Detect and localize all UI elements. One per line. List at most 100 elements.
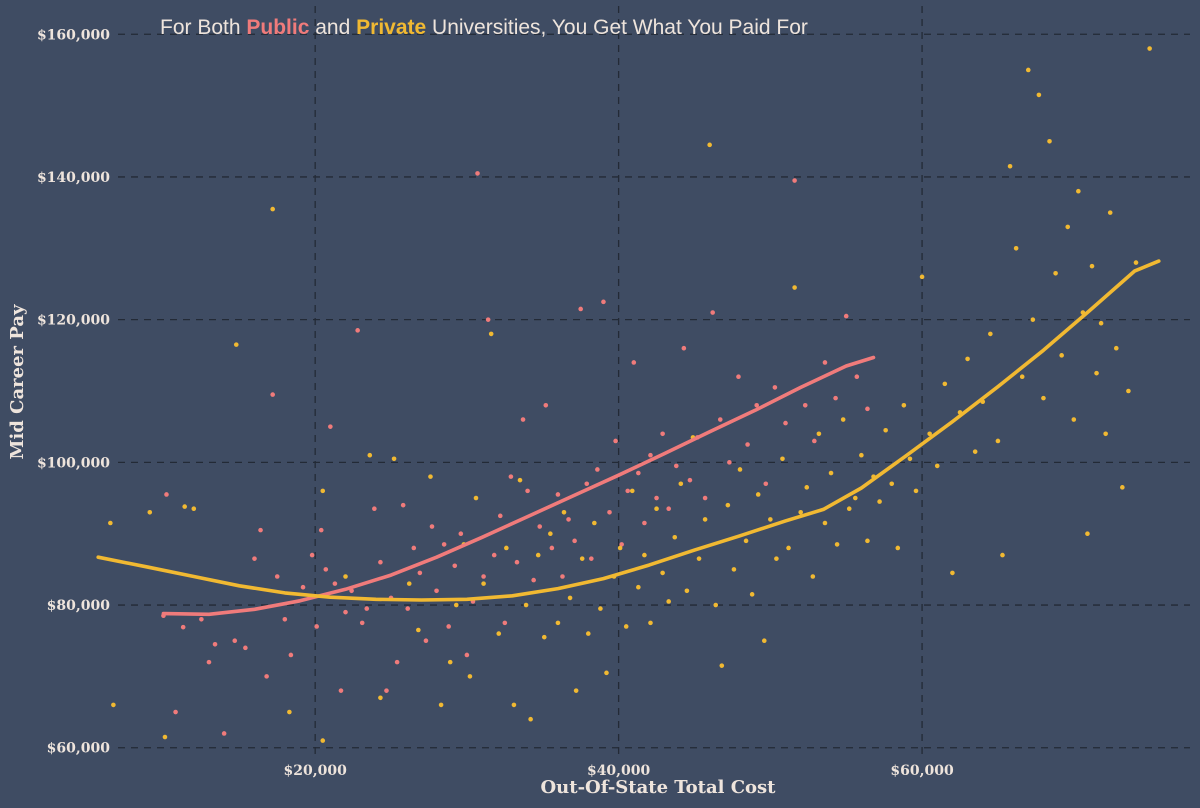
- public-point: [464, 652, 470, 658]
- private-point: [1065, 224, 1071, 230]
- private-point: [1113, 345, 1119, 351]
- private-point: [604, 670, 609, 676]
- public-point: [212, 641, 218, 647]
- private-point: [523, 602, 529, 608]
- private-point: [1103, 431, 1108, 437]
- title-public-word: Public: [246, 16, 310, 39]
- public-point: [549, 545, 555, 551]
- private-point: [919, 274, 925, 280]
- public-point: [458, 531, 464, 536]
- private-point: [907, 456, 913, 462]
- public-point: [673, 463, 679, 469]
- public-point: [843, 313, 849, 319]
- private-point: [320, 738, 326, 743]
- title-private-word: Private: [356, 16, 427, 39]
- private-point: [1019, 374, 1025, 380]
- public-point: [372, 506, 377, 512]
- private-point: [511, 702, 517, 708]
- public-point: [727, 460, 732, 465]
- private-point: [798, 509, 803, 515]
- public-point: [446, 624, 451, 629]
- private-point: [233, 342, 239, 347]
- public-point: [578, 306, 583, 312]
- private-point: [1120, 485, 1125, 490]
- public-point: [745, 442, 750, 447]
- y-tick-label: $140,000: [37, 170, 110, 186]
- public-point: [660, 431, 665, 437]
- public-point: [300, 584, 306, 590]
- private-point: [1007, 163, 1013, 169]
- public-point: [589, 556, 594, 561]
- public-point: [441, 542, 447, 547]
- public-point: [537, 524, 543, 529]
- private-point: [416, 627, 421, 633]
- private-point: [972, 449, 978, 454]
- private-point: [541, 634, 547, 640]
- public-point: [687, 477, 693, 483]
- private-point: [713, 602, 719, 608]
- private-point: [696, 556, 702, 561]
- title-suffix: Universities, You Get What You Paid For: [432, 16, 808, 39]
- x-tick-label: $60,000: [890, 763, 954, 779]
- private-point: [1076, 188, 1081, 194]
- public-point: [491, 552, 497, 558]
- public-point: [485, 317, 491, 322]
- private-point: [1133, 260, 1139, 265]
- private-point: [1094, 370, 1099, 376]
- private-point: [1071, 417, 1077, 422]
- public-point: [318, 527, 324, 533]
- title-middle: and: [315, 16, 351, 39]
- private-point: [965, 356, 970, 362]
- public-point: [619, 542, 624, 547]
- private-point: [660, 570, 665, 576]
- private-point: [270, 206, 275, 212]
- private-point: [191, 506, 197, 512]
- private-point: [901, 402, 907, 408]
- series-private: [108, 46, 1152, 743]
- public-point: [631, 360, 637, 365]
- public-point: [288, 652, 294, 658]
- private-point: [453, 602, 459, 608]
- public-point: [601, 299, 606, 305]
- public-trend-line: [161, 355, 876, 617]
- private-point: [496, 631, 502, 636]
- public-point: [508, 474, 514, 479]
- public-point: [429, 524, 435, 529]
- x-tick-label: $40,000: [587, 763, 651, 779]
- private-point: [786, 545, 791, 551]
- public-point: [423, 638, 429, 644]
- private-point: [481, 581, 486, 586]
- public-point: [394, 659, 400, 665]
- private-point: [995, 438, 1001, 444]
- public-point: [338, 688, 344, 693]
- private-point: [428, 474, 433, 479]
- public-point: [865, 406, 870, 412]
- public-point: [717, 417, 723, 422]
- public-point: [654, 495, 659, 501]
- private-point: [548, 531, 553, 536]
- private-point: [853, 495, 858, 501]
- private-point: [942, 381, 948, 387]
- private-point: [1013, 246, 1019, 251]
- private-point: [473, 495, 479, 501]
- private-point: [406, 581, 412, 586]
- private-point: [895, 545, 901, 551]
- private-point: [504, 545, 509, 551]
- y-tick-label: $80,000: [47, 598, 111, 614]
- public-point: [180, 624, 186, 630]
- private-point: [725, 502, 731, 508]
- private-point: [447, 659, 453, 665]
- private-point: [561, 509, 567, 515]
- title-prefix: For Both: [160, 16, 241, 39]
- public-point: [648, 452, 653, 458]
- public-point: [258, 527, 263, 533]
- private-point: [761, 638, 767, 644]
- private-point: [108, 520, 113, 526]
- private-point: [743, 538, 749, 544]
- private-point: [438, 702, 444, 708]
- public-point: [555, 492, 561, 497]
- public-point: [822, 360, 828, 365]
- private-point: [1000, 552, 1005, 558]
- public-point: [343, 609, 348, 615]
- private-point: [780, 456, 785, 462]
